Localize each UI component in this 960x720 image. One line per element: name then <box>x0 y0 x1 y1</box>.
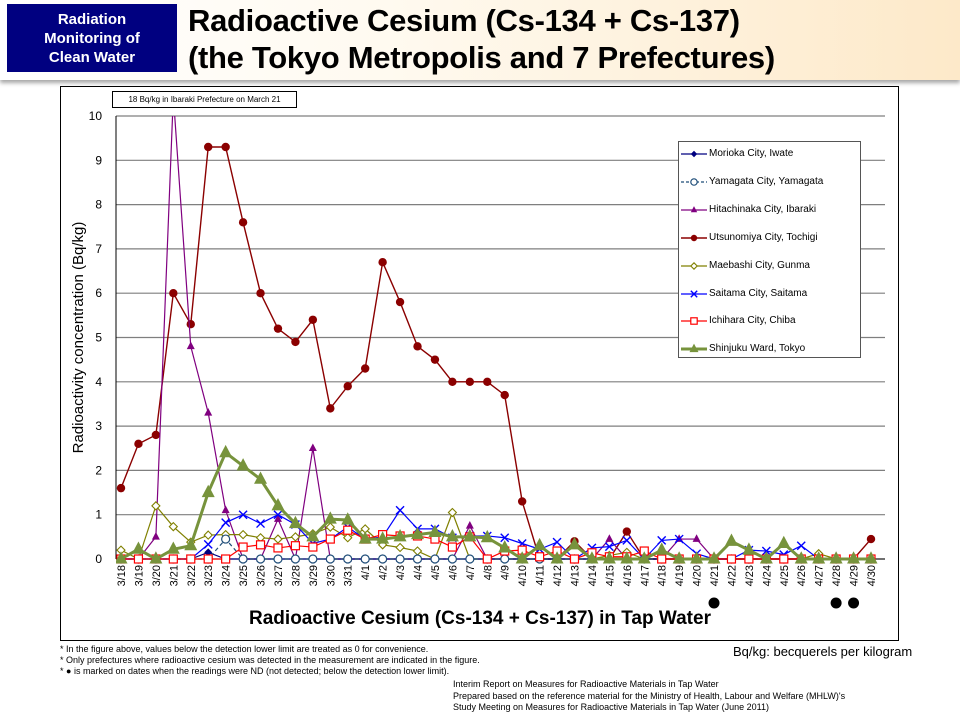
y-tick-label: 7 <box>95 242 102 256</box>
x-tick-label: 3/23 <box>203 565 215 586</box>
legend-swatch-icon <box>681 343 707 353</box>
x-tick-label: 4/14 <box>587 565 599 586</box>
chart-title: Radioactive Cesium (Cs-134 + Cs-137) in … <box>249 608 711 629</box>
nd-marker <box>708 597 720 609</box>
x-tick-label: 3/26 <box>256 565 268 586</box>
y-tick-label: 2 <box>95 463 102 477</box>
x-tick-label: 4/7 <box>465 565 477 580</box>
legend-label: Hitachinaka City, Ibaraki <box>709 203 817 215</box>
x-tick-label: 3/28 <box>290 565 302 586</box>
x-tick-label: 4/10 <box>517 565 529 586</box>
x-tick-label: 4/11 <box>535 565 547 586</box>
source-citation: Interim Report on Measures for Radioacti… <box>453 679 845 714</box>
x-tick-label: 4/17 <box>639 565 651 586</box>
x-tick-label: 3/20 <box>151 565 163 586</box>
title-line-1: Radioactive Cesium (Cs-134 + Cs-137) <box>188 3 740 38</box>
x-tick-label: 4/27 <box>814 565 826 586</box>
title-line-2: (the Tokyo Metropolis and 7 Prefectures) <box>188 40 775 75</box>
x-tick-label: 3/19 <box>133 565 145 586</box>
footnote-3: * ● is marked on dates when the readings… <box>60 666 450 676</box>
x-tick-label: 3/21 <box>168 565 180 586</box>
footnotes: * In the figure above, values below the … <box>60 644 480 677</box>
x-tick-label: 4/5 <box>430 565 442 580</box>
legend-label: Ichihara City, Chiba <box>709 315 796 327</box>
x-tick-label: 3/31 <box>343 565 355 586</box>
legend-label: Utsunomiya City, Tochigi <box>709 231 818 243</box>
x-tick-label: 4/4 <box>413 565 425 580</box>
page-title: Radioactive Cesium (Cs-134 + Cs-137) (th… <box>188 2 775 76</box>
source-line-2: Prepared based on the reference material… <box>453 690 846 701</box>
footnote-2: * Only prefectures where radioactive ces… <box>60 655 480 665</box>
x-tick-label: 3/27 <box>273 565 285 586</box>
x-tick-label: 4/28 <box>831 565 843 586</box>
x-tick-label: 4/18 <box>657 565 669 586</box>
x-tick-label: 4/26 <box>796 565 808 586</box>
unit-note: Bq/kg: becquerels per kilogram <box>733 644 913 659</box>
x-tick-label: 4/20 <box>692 565 704 586</box>
x-tick-label: 4/24 <box>761 565 773 586</box>
legend-swatch-icon <box>681 289 707 298</box>
x-tick-label: 4/30 <box>866 565 878 586</box>
y-tick-label: 4 <box>95 375 102 389</box>
x-tick-label: 4/13 <box>569 565 581 586</box>
x-tick-label: 4/9 <box>500 565 512 580</box>
badge-line-2: Monitoring of <box>44 29 140 47</box>
x-tick-label: 4/6 <box>447 565 459 580</box>
legend-swatch-icon <box>681 178 707 186</box>
chart-annotation: 18 Bq/kg in Ibaraki Prefecture on March … <box>112 91 297 108</box>
x-tick-label: 3/18 <box>116 565 128 586</box>
x-tick-label: 4/3 <box>395 565 407 580</box>
x-tick-label: 4/21 <box>709 565 721 586</box>
chart-legend: Morioka City, Iwate Yamagata City, Yamaga… <box>678 141 861 358</box>
x-tick-label: 4/2 <box>378 565 390 580</box>
y-tick-label: 3 <box>95 419 102 433</box>
x-tick-label: 4/12 <box>552 565 564 586</box>
legend-swatch-icon <box>681 150 707 158</box>
x-tick-label: 4/19 <box>674 565 686 586</box>
series-line <box>116 501 876 564</box>
x-tick-label: 3/30 <box>325 565 337 586</box>
legend-label: Shinjuku Ward, Tokyo <box>709 343 806 355</box>
y-tick-label: 10 <box>89 109 103 123</box>
y-tick-label: 0 <box>95 552 102 566</box>
y-tick-label: 5 <box>95 331 102 345</box>
footnote-1: * In the figure above, values below the … <box>60 644 429 654</box>
legend-label: Maebashi City, Gunma <box>709 259 810 271</box>
nd-marker <box>848 597 860 609</box>
x-tick-label: 4/15 <box>604 565 616 586</box>
x-tick-label: 3/25 <box>238 565 250 586</box>
section-badge: Radiation Monitoring of Clean Water <box>7 4 177 72</box>
badge-line-1: Radiation <box>57 10 127 28</box>
legend-label: Yamagata City, Yamagata <box>709 175 824 187</box>
source-line-1: Interim Report on Measures for Radioacti… <box>453 679 719 689</box>
x-tick-label: 4/16 <box>622 565 634 586</box>
x-tick-label: 4/8 <box>482 565 494 580</box>
x-tick-label: 3/22 <box>186 565 198 586</box>
x-tick-label: 3/24 <box>221 565 233 586</box>
y-tick-label: 8 <box>95 198 102 212</box>
source-line-3: Study Meeting on Measures for Radioactiv… <box>453 702 769 712</box>
legend-swatch-icon <box>681 234 707 241</box>
y-tick-label: 1 <box>95 508 102 522</box>
legend-swatch-icon <box>681 317 707 326</box>
legend-swatch-icon <box>681 205 707 213</box>
series-line <box>116 444 878 564</box>
x-tick-label: 4/22 <box>726 565 738 586</box>
badge-line-3: Clean Water <box>48 48 136 66</box>
y-axis-label: Radioactivity concentration (Bq/kg) <box>70 222 87 454</box>
legend-label: Saitama City, Saitama <box>709 287 808 299</box>
y-tick-label: 6 <box>95 286 102 300</box>
y-tick-label: 9 <box>95 153 102 167</box>
legend-swatch-icon <box>681 261 707 270</box>
x-tick-label: 4/25 <box>779 565 791 586</box>
legend-label: Morioka City, Iwate <box>709 148 794 159</box>
x-tick-label: 4/29 <box>849 565 861 586</box>
x-tick-label: 4/23 <box>744 565 756 586</box>
nd-marker <box>830 597 842 609</box>
x-tick-label: 3/29 <box>308 565 320 586</box>
x-tick-label: 4/1 <box>360 565 372 580</box>
